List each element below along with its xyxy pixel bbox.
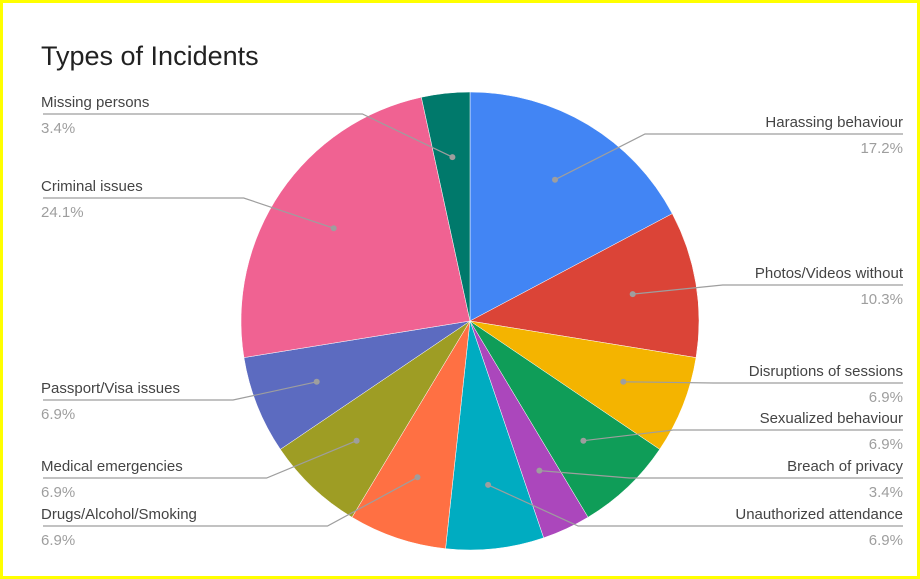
slice-label-missing-persons: Missing persons xyxy=(41,94,149,111)
slice-value-drugs-alcohol-smoking: 6.9% xyxy=(41,532,75,549)
leader-line-breach-of-privacy xyxy=(539,470,903,479)
slice-label-criminal-issues: Criminal issues xyxy=(41,178,143,195)
slice-label-passport-visa-issues: Passport/Visa issues xyxy=(41,380,180,397)
leader-line-medical-emergencies xyxy=(43,440,357,479)
leader-line-photos-videos-without xyxy=(632,284,903,295)
slice-photos-videos-without[interactable] xyxy=(469,213,700,358)
leader-dot-medical-emergencies xyxy=(353,437,360,444)
pie-slices xyxy=(240,91,700,551)
leader-dot-photos-videos-without xyxy=(629,291,636,298)
leader-line-criminal-issues xyxy=(43,197,334,229)
slice-criminal-issues[interactable] xyxy=(240,96,471,358)
slice-labels: Harassing behaviour 17.2% Photos/Videos wi… xyxy=(41,94,904,549)
leader-dot-disruptions-of-sessions xyxy=(620,378,627,385)
slice-value-medical-emergencies: 6.9% xyxy=(41,484,75,501)
slice-value-missing-persons: 3.4% xyxy=(41,120,75,137)
chart-title: Types of Incidents xyxy=(41,41,259,71)
slice-value-disruptions-of-sessions: 6.9% xyxy=(869,389,903,406)
leader-dot-criminal-issues xyxy=(330,225,337,232)
slice-label-photos-videos-without: Photos/Videos without xyxy=(755,265,904,282)
slice-label-unauthorized-attendance: Unauthorized attendance xyxy=(735,506,903,523)
leader-dot-harassing-behaviour xyxy=(552,176,558,183)
slice-value-sexualized-behaviour: 6.9% xyxy=(869,436,903,453)
leader-dot-sexualized-behaviour xyxy=(580,437,587,444)
leader-dot-unauthorized-attendance xyxy=(485,481,492,488)
leader-line-passport-visa-issues xyxy=(43,381,317,401)
pie-chart: Harassing behaviour 17.2% Photos/Videos wi… xyxy=(41,91,904,551)
leader-line-disruptions-of-sessions xyxy=(623,381,903,384)
leader-dot-drugs-alcohol-smoking xyxy=(414,474,421,481)
leader-line-sexualized-behaviour xyxy=(583,429,903,442)
leader-lines xyxy=(43,113,903,527)
slice-value-breach-of-privacy: 3.4% xyxy=(869,484,903,501)
leader-line-unauthorized-attendance xyxy=(487,484,903,527)
slice-value-photos-videos-without: 10.3% xyxy=(860,291,903,308)
slice-value-unauthorized-attendance: 6.9% xyxy=(869,532,903,549)
leader-dot-missing-persons xyxy=(449,154,456,161)
slice-label-sexualized-behaviour: Sexualized behaviour xyxy=(760,410,903,427)
slice-label-medical-emergencies: Medical emergencies xyxy=(41,458,183,475)
slice-missing-persons[interactable] xyxy=(421,91,471,322)
slice-harassing-behaviour[interactable] xyxy=(469,91,673,322)
slice-label-drugs-alcohol-smoking: Drugs/Alcohol/Smoking xyxy=(41,506,197,523)
slice-label-disruptions-of-sessions: Disruptions of sessions xyxy=(749,363,903,380)
slice-value-harassing-behaviour: 17.2% xyxy=(860,140,903,157)
slice-value-passport-visa-issues: 6.9% xyxy=(41,406,75,423)
leader-line-missing-persons xyxy=(43,113,453,158)
leader-dot-passport-visa-issues xyxy=(313,378,320,385)
leader-line-harassing-behaviour xyxy=(554,133,903,181)
leader-dot-breach-of-privacy xyxy=(536,467,543,474)
slice-value-criminal-issues: 24.1% xyxy=(41,204,84,221)
leader-line-drugs-alcohol-smoking xyxy=(43,476,418,527)
slice-label-breach-of-privacy: Breach of privacy xyxy=(787,458,903,475)
slice-label-harassing-behaviour: Harassing behaviour xyxy=(765,114,903,131)
